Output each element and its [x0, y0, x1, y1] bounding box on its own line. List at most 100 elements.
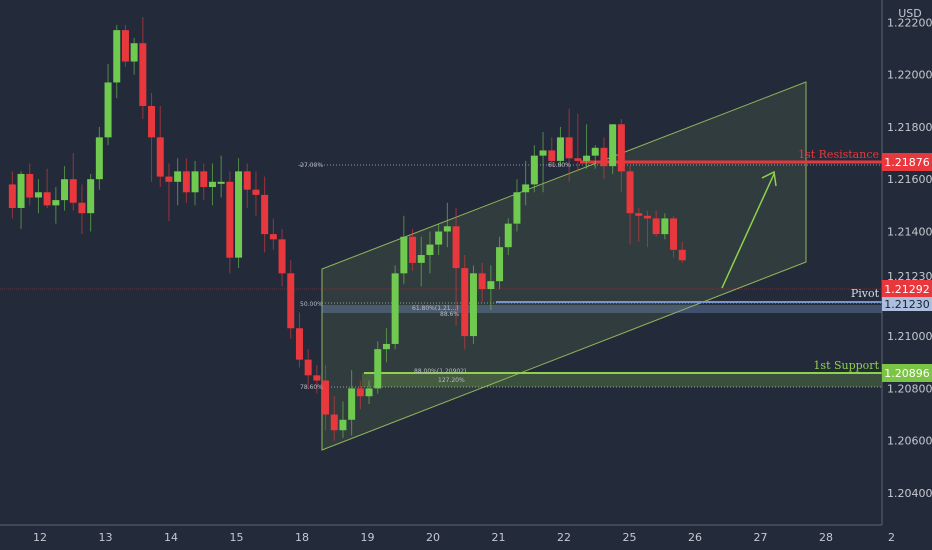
candle-up [530, 155, 538, 185]
time-tick-label: 18 [295, 531, 309, 544]
candle-down [269, 234, 277, 240]
price-tick-label: 1.22000 [887, 69, 932, 82]
price-tick-label: 1.21400 [887, 226, 932, 239]
candle-down [156, 137, 164, 177]
candle-down [278, 239, 286, 274]
candle-up [374, 349, 382, 389]
price-tick-label: 1.21000 [887, 330, 932, 343]
fib-label-786: 78.60% [300, 384, 323, 391]
time-tick-label: 21 [492, 531, 506, 544]
candle-down [8, 184, 16, 208]
fib-label-top-right: 61.80% [548, 162, 571, 169]
candle-down [295, 328, 303, 360]
fib-label-886: 88.6% [440, 311, 459, 318]
candle-down [565, 137, 573, 159]
candle-up [365, 388, 373, 397]
price-tick-label: 1.20800 [887, 382, 932, 395]
candle-down [243, 171, 251, 190]
candle-up [443, 226, 451, 232]
fib-label-88: 88.00%(1.20902) [414, 368, 466, 375]
candle-down [121, 30, 129, 62]
candle-up [382, 343, 390, 350]
candle-down [139, 43, 147, 106]
resistance-badge: 1.21876 [882, 153, 932, 171]
candle-up [217, 181, 225, 184]
candle-down [200, 171, 208, 188]
candle-up [17, 173, 25, 208]
time-tick-label: 19 [361, 531, 375, 544]
time-tick-label: 13 [99, 531, 113, 544]
channel-fill [321, 81, 807, 451]
candle-down [478, 273, 486, 290]
price-channel [321, 81, 807, 451]
time-tick-label: 27 [754, 531, 768, 544]
candle-up [583, 155, 591, 161]
candle-down [548, 150, 556, 161]
candle-down [643, 215, 651, 219]
candle-up [513, 192, 521, 224]
candle-down [148, 105, 156, 138]
time-tick-label: 22 [557, 531, 571, 544]
candle-up [591, 147, 599, 156]
price-tick-label: 1.21600 [887, 173, 932, 186]
candle-down [304, 359, 312, 376]
candle-up [435, 231, 443, 245]
candle-up [104, 82, 112, 138]
price-axis-ticks: 1.226001.224001.222001.220001.218001.216… [887, 16, 932, 500]
current-price-badge: 1.21292 [882, 280, 932, 298]
current-price-badge-text: 1.21292 [884, 283, 930, 296]
candle-down [626, 171, 634, 214]
candle-down [226, 181, 234, 258]
candle-up [174, 171, 182, 182]
projection-arrow [721, 170, 777, 289]
candle-up [469, 273, 477, 337]
time-tick-label: 20 [426, 531, 440, 544]
candle-up [339, 419, 347, 431]
candle-up [496, 247, 504, 282]
candle-up [348, 388, 356, 420]
time-axis-ticks[interactable]: 12 13 14 15 18 19 20 21 22 25 26 27 28 2 [33, 531, 895, 544]
candle-up [556, 137, 564, 161]
time-tick-label: 15 [230, 531, 244, 544]
candle-down [600, 147, 608, 167]
time-tick-label: 12 [33, 531, 47, 544]
candle-up [417, 255, 425, 263]
candle-down [182, 171, 190, 193]
time-tick-label: 14 [164, 531, 178, 544]
candle-down [617, 124, 625, 172]
pivot-badge-text: 1.21230 [884, 298, 930, 311]
candle-up [504, 223, 512, 248]
candle-down [635, 213, 643, 216]
candle-up [191, 171, 199, 193]
candle-up [61, 179, 69, 201]
candle-up [539, 150, 547, 156]
candle-up [522, 184, 530, 193]
candle-down [322, 380, 330, 415]
candle-up [487, 281, 495, 290]
candle-down [43, 192, 51, 206]
time-tick-label: 25 [623, 531, 637, 544]
candle-up [34, 192, 42, 198]
candle-down [452, 226, 460, 269]
candle-down [574, 158, 582, 161]
candles-group [8, 17, 686, 441]
candle-down [252, 189, 260, 195]
time-tick-label: 2 [888, 531, 895, 544]
price-axis[interactable] [882, 0, 932, 550]
candle-down [165, 176, 173, 182]
candle-up [400, 236, 408, 274]
candle-down [26, 173, 34, 198]
support-label: 1st Support [813, 359, 879, 372]
fib-label-50: 50.00% [300, 301, 323, 308]
candle-down [78, 202, 86, 214]
fib-label-618: 61.80%(1.21...) [412, 305, 459, 312]
pivot-badge: 1.21230 [882, 297, 932, 311]
pivot-zone [322, 305, 882, 313]
currency-label: USD [898, 7, 922, 20]
candle-down [287, 273, 295, 329]
candle-down [330, 414, 338, 431]
candle-up [87, 179, 95, 214]
candle-down [261, 194, 269, 235]
candle-down [670, 218, 678, 250]
